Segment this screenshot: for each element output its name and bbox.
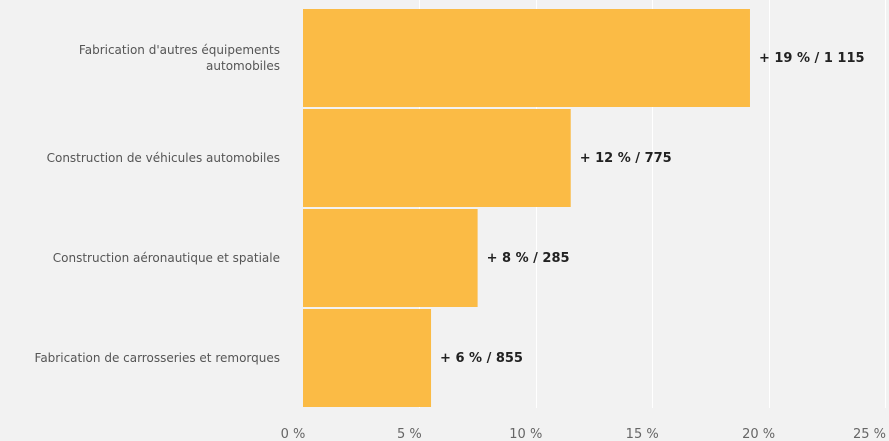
bar (303, 309, 432, 407)
category-labels: Fabrication d'autres équipements automobi… (35, 43, 280, 365)
x-tick-label: 25 % (853, 427, 886, 441)
bars (303, 9, 750, 407)
x-tick-label: 20 % (742, 427, 775, 441)
category-label: Fabrication d'autres équipements automobi… (79, 43, 280, 73)
category-label-line: Construction de véhicules automobiles (47, 151, 280, 165)
bar (303, 209, 478, 307)
x-tick-label: 5 % (397, 427, 422, 441)
x-tick-label: 15 % (626, 427, 659, 441)
x-axis-ticks: 0 % 5 % 10 % 15 % 20 % 25 % (281, 427, 886, 441)
category-label-line: Construction aéronautique et spatiale (53, 251, 280, 265)
data-labels: + 19 % / 1 115 + 12 % / 775 + 8 % / 285 + 6… (440, 51, 865, 366)
data-label: + 12 % / 775 (580, 151, 672, 166)
data-label: + 8 % / 285 (487, 251, 570, 266)
category-label: Construction de véhicules automobiles (47, 151, 280, 165)
bar (303, 9, 750, 107)
data-label: + 6 % / 855 (440, 351, 523, 366)
category-label-line: Fabrication de carrosseries et remorques (35, 351, 280, 365)
category-label: Fabrication de carrosseries et remorques (35, 351, 280, 365)
x-tick-label: 0 % (281, 427, 306, 441)
category-label: Construction aéronautique et spatiale (53, 251, 280, 265)
category-label-line: automobiles (206, 59, 280, 73)
data-label: + 19 % / 1 115 (759, 51, 865, 66)
category-label-line: Fabrication d'autres équipements (79, 43, 280, 57)
bar (303, 109, 571, 207)
x-tick-label: 10 % (509, 427, 542, 441)
